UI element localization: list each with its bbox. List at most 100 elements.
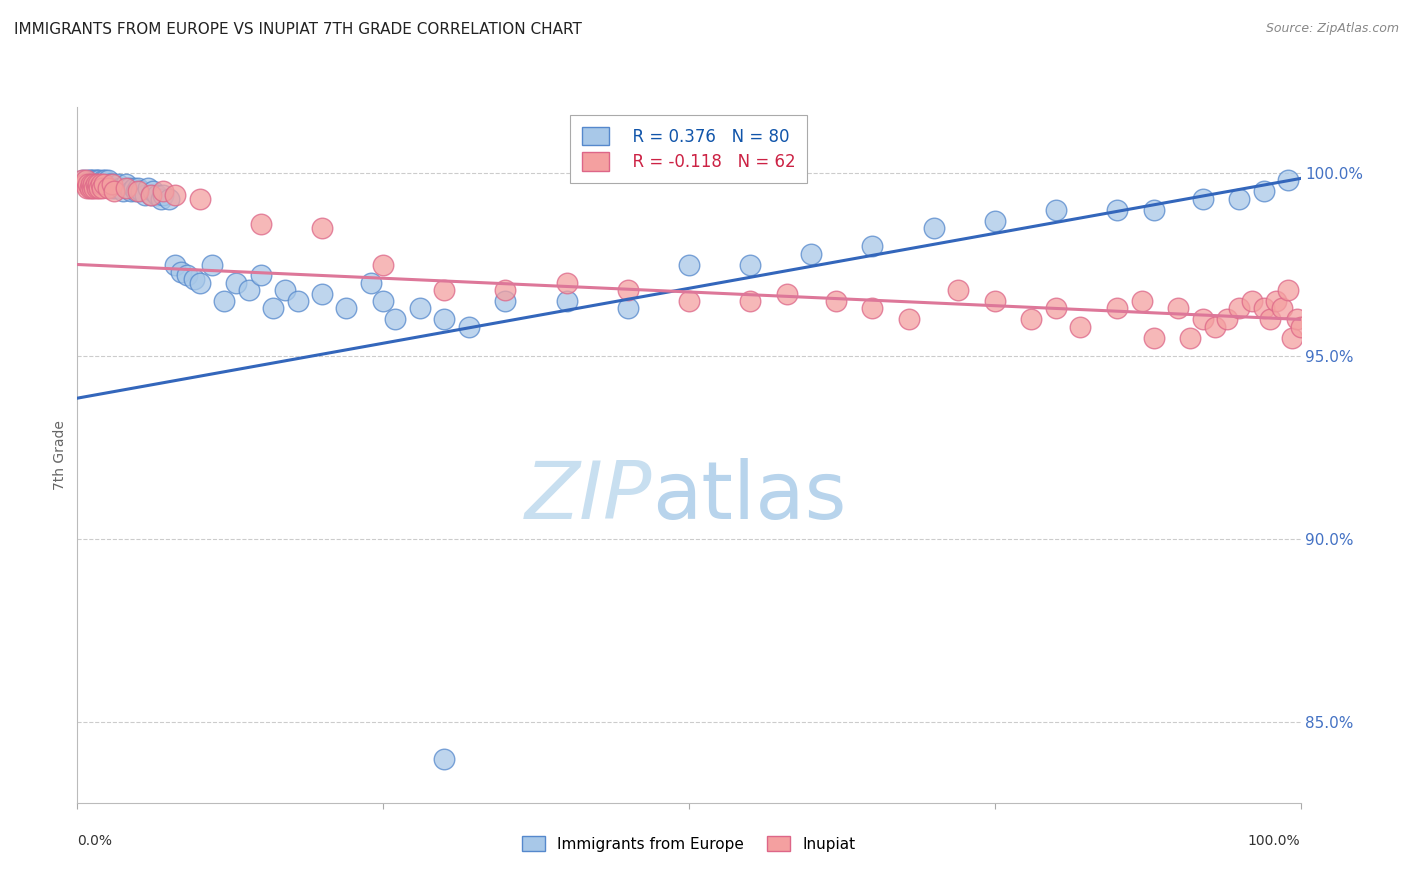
Point (1229, 192, 1251, 206)
Point (107, 177, 129, 191)
Point (90, 177, 112, 191)
Point (678, 258, 700, 272)
Point (212, 294, 235, 309)
Point (152, 188, 174, 202)
Point (82, 177, 104, 191)
Point (946, 283, 969, 297)
Text: atlas: atlas (652, 458, 846, 536)
Legend: Immigrants from Europe, Inupiat: Immigrants from Europe, Inupiat (516, 830, 862, 858)
Point (1240, 294, 1263, 309)
Point (165, 188, 187, 202)
Point (433, 312, 456, 326)
Point (87, 177, 110, 191)
Point (740, 294, 762, 309)
Point (104, 180, 127, 194)
Point (84, 177, 107, 191)
Point (617, 283, 640, 297)
Point (1281, 331, 1303, 345)
Point (311, 286, 333, 301)
Point (82, 173, 104, 187)
Point (862, 301, 884, 316)
Point (384, 312, 406, 326)
Point (115, 180, 138, 194)
Point (1271, 301, 1294, 316)
Text: IMMIGRANTS FROM EUROPE VS INUPIAT 7TH GRADE CORRELATION CHART: IMMIGRANTS FROM EUROPE VS INUPIAT 7TH GR… (14, 22, 582, 37)
Point (922, 220, 945, 235)
Point (176, 268, 198, 283)
Point (1130, 294, 1153, 309)
Point (183, 272, 205, 286)
Point (800, 246, 823, 260)
Point (188, 276, 211, 290)
Point (80, 180, 103, 194)
Point (83, 180, 105, 194)
Text: Source: ZipAtlas.com: Source: ZipAtlas.com (1265, 22, 1399, 36)
Point (250, 268, 273, 283)
Point (262, 301, 284, 316)
Point (79, 173, 101, 187)
Point (75, 173, 97, 187)
Point (165, 258, 187, 272)
Point (90, 177, 112, 191)
Text: ZIP: ZIP (524, 458, 652, 536)
Point (139, 188, 162, 202)
Point (89, 173, 111, 187)
Point (1265, 294, 1288, 309)
Point (1143, 331, 1166, 345)
Point (72, 173, 94, 187)
Point (1045, 301, 1067, 316)
Point (86, 180, 108, 194)
Point (149, 192, 172, 206)
Point (89, 180, 111, 194)
Point (1253, 301, 1275, 316)
Point (617, 301, 640, 316)
Point (984, 294, 1007, 309)
Point (100, 177, 122, 191)
Point (84, 173, 107, 187)
Point (1045, 202, 1067, 217)
Point (1191, 312, 1213, 326)
Point (100, 180, 122, 194)
Point (984, 213, 1007, 227)
Point (287, 294, 309, 309)
Point (103, 177, 125, 191)
Point (311, 220, 333, 235)
Point (73, 177, 96, 191)
Y-axis label: 7th Grade: 7th Grade (53, 420, 67, 490)
Point (1107, 301, 1129, 316)
Point (90, 177, 112, 191)
Point (129, 184, 152, 198)
Point (80, 177, 103, 191)
Point (898, 312, 921, 326)
Point (335, 301, 357, 316)
Point (127, 180, 149, 194)
Point (1191, 192, 1213, 206)
Point (80, 177, 103, 191)
Point (1216, 312, 1239, 326)
Point (495, 283, 517, 297)
Point (740, 258, 762, 272)
Point (98, 177, 121, 191)
Point (250, 217, 273, 231)
Text: 0.0%: 0.0% (77, 834, 112, 848)
Point (1021, 312, 1043, 326)
Point (201, 258, 224, 272)
Point (93, 177, 115, 191)
Point (86, 173, 108, 187)
Point (555, 294, 578, 309)
Point (238, 283, 260, 297)
Point (225, 276, 247, 290)
Point (1204, 319, 1226, 334)
Point (90, 180, 112, 194)
Point (93, 177, 115, 191)
Point (1277, 173, 1299, 187)
Point (555, 276, 578, 290)
Point (409, 301, 432, 316)
Point (108, 180, 131, 194)
Text: 100.0%: 100.0% (1249, 834, 1301, 848)
Point (1107, 202, 1129, 217)
Point (94, 173, 117, 187)
Point (83, 177, 105, 191)
Point (115, 177, 138, 191)
Point (103, 184, 125, 198)
